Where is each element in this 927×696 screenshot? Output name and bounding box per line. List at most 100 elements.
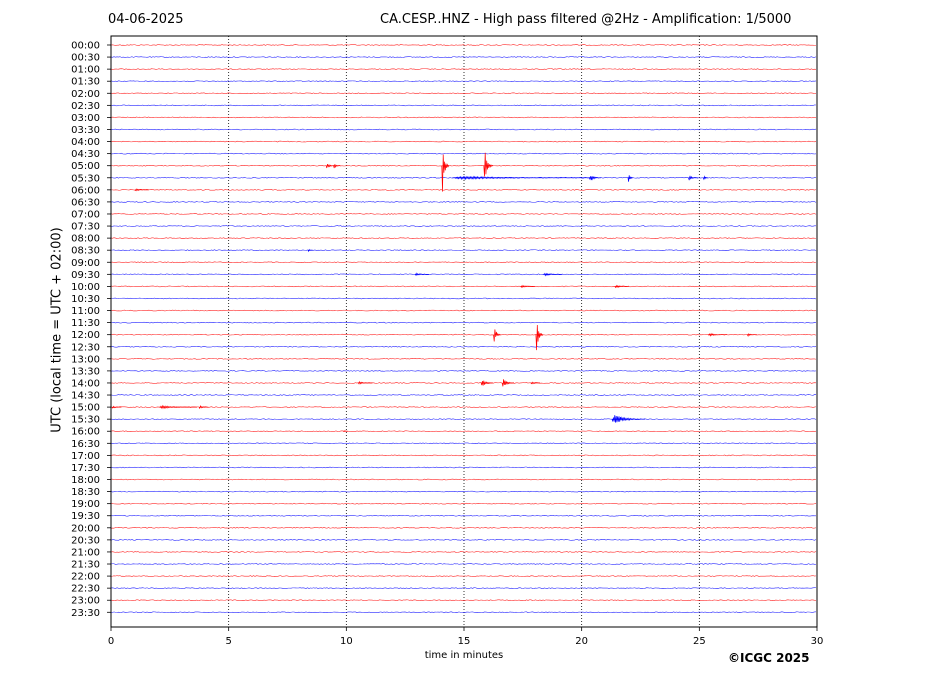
trace-1930 (110, 514, 817, 517)
trace-0830 (110, 249, 817, 251)
trace-1500 (110, 406, 817, 408)
trace-1030 (110, 297, 817, 300)
y-tick-label: 05:30 (71, 173, 100, 184)
event-1200-18.1 (535, 324, 544, 351)
event-0600-1.1 (134, 188, 149, 192)
event-0500-9.2 (325, 163, 336, 169)
date-label: 04-06-2025 (108, 12, 184, 27)
y-tick-label: 14:30 (71, 391, 100, 402)
y-tick-label: 13:30 (71, 366, 100, 377)
y-tick-label: 13:00 (71, 354, 100, 365)
y-tick-label: 20:00 (71, 523, 100, 534)
y-tick-label: 10:00 (71, 282, 100, 293)
event-1000-21.5 (614, 284, 629, 289)
trace-0300 (110, 116, 817, 119)
copyright-label: ©ICGC 2025 (728, 651, 810, 665)
event-1530-21.5 (611, 415, 646, 423)
event-0530-24.6 (688, 175, 698, 181)
trace-0930 (110, 273, 817, 276)
event-0530-25.2 (702, 175, 709, 181)
y-tick-label: 16:30 (71, 439, 100, 450)
event-0500-15.9 (483, 152, 494, 177)
y-tick-label: 01:30 (71, 77, 100, 88)
y-tick-label: 19:30 (71, 511, 100, 522)
y-tick-label: 23:00 (71, 596, 100, 607)
y-tick-label: 03:00 (71, 113, 100, 124)
y-tick-label: 15:00 (71, 403, 100, 414)
y-tick-label: 19:00 (71, 499, 100, 510)
event-0500-14.1 (441, 154, 450, 192)
x-tick-label: 30 (811, 636, 824, 647)
y-tick-label: 21:30 (71, 560, 100, 571)
trace-2130 (110, 563, 817, 565)
trace-2000 (110, 527, 817, 529)
y-tick-label: 17:30 (71, 463, 100, 474)
trace-2330 (110, 611, 817, 614)
trace-0430 (110, 152, 817, 155)
trace-1700 (110, 454, 817, 457)
y-tick-label: 07:00 (71, 209, 100, 220)
y-tick-label: 17:00 (71, 451, 100, 462)
y-tick-label: 11:00 (71, 306, 100, 317)
event-1400-10.6 (358, 380, 373, 385)
event-0500-9.5 (333, 164, 341, 169)
x-tick-label: 10 (340, 636, 353, 647)
trace-0130 (110, 80, 817, 82)
trace-2230 (110, 587, 817, 589)
y-tick-label: 06:30 (71, 197, 100, 208)
x-tick-label: 0 (108, 636, 114, 647)
axis-layer: 00:0000:3001:0001:3002:0002:3003:0003:30… (71, 35, 824, 647)
event-0830-8.4 (307, 248, 313, 253)
trace-1100 (110, 309, 817, 312)
y-tick-label: 18:00 (71, 475, 100, 486)
trace-1130 (110, 321, 817, 324)
y-tick-label: 12:30 (71, 342, 100, 353)
y-tick-label: 23:30 (71, 608, 100, 619)
grid-layer (228, 36, 700, 627)
trace-2200 (110, 575, 817, 577)
trace-1800 (110, 478, 817, 481)
y-tick-label: 18:30 (71, 487, 100, 498)
y-tick-label: 03:30 (71, 125, 100, 136)
trace-1230 (110, 345, 817, 348)
trace-0630 (110, 201, 817, 203)
trace-2100 (110, 551, 817, 553)
y-tick-label: 21:00 (71, 547, 100, 558)
event-0930-18.5 (543, 272, 563, 277)
trace-0230 (110, 104, 817, 107)
event-0930-13 (414, 272, 429, 277)
event-1200-27.1 (747, 333, 757, 337)
y-tick-label: 22:00 (71, 572, 100, 583)
y-tick-label: 08:30 (71, 246, 100, 257)
trace-0000 (110, 44, 817, 46)
event-1200-16.3 (493, 329, 501, 342)
y-tick-label: 15:30 (71, 415, 100, 426)
event-0530-22 (627, 175, 633, 182)
y-tick-label: 14:00 (71, 378, 100, 389)
y-tick-label: 02:30 (71, 101, 100, 112)
y-tick-label: 12:00 (71, 330, 100, 341)
y-tick-label: 05:00 (71, 161, 100, 172)
event-1000-17.5 (520, 284, 535, 289)
trace-0600 (110, 189, 817, 191)
y-tick-label: 00:30 (71, 53, 100, 64)
trace-1600 (110, 430, 817, 432)
trace-0100 (110, 68, 817, 70)
trace-0700 (110, 213, 817, 215)
event-1400-16.7 (501, 379, 515, 387)
trace-2300 (110, 599, 817, 602)
event-1500-0.1 (111, 405, 122, 409)
y-tick-label: 16:00 (71, 427, 100, 438)
y-tick-label: 06:00 (71, 185, 100, 196)
trace-1000 (110, 285, 817, 288)
event-layer (111, 152, 757, 433)
trace-1400 (110, 382, 817, 384)
x-tick-label: 15 (458, 636, 471, 647)
y-tick-label: 08:00 (71, 234, 100, 245)
event-0530-15.4 (452, 175, 594, 181)
trace-1830 (110, 490, 817, 493)
x-tick-label: 5 (225, 636, 231, 647)
y-tick-label: 04:00 (71, 137, 100, 148)
event-0530-20.4 (588, 176, 602, 181)
trace-0200 (110, 92, 817, 95)
